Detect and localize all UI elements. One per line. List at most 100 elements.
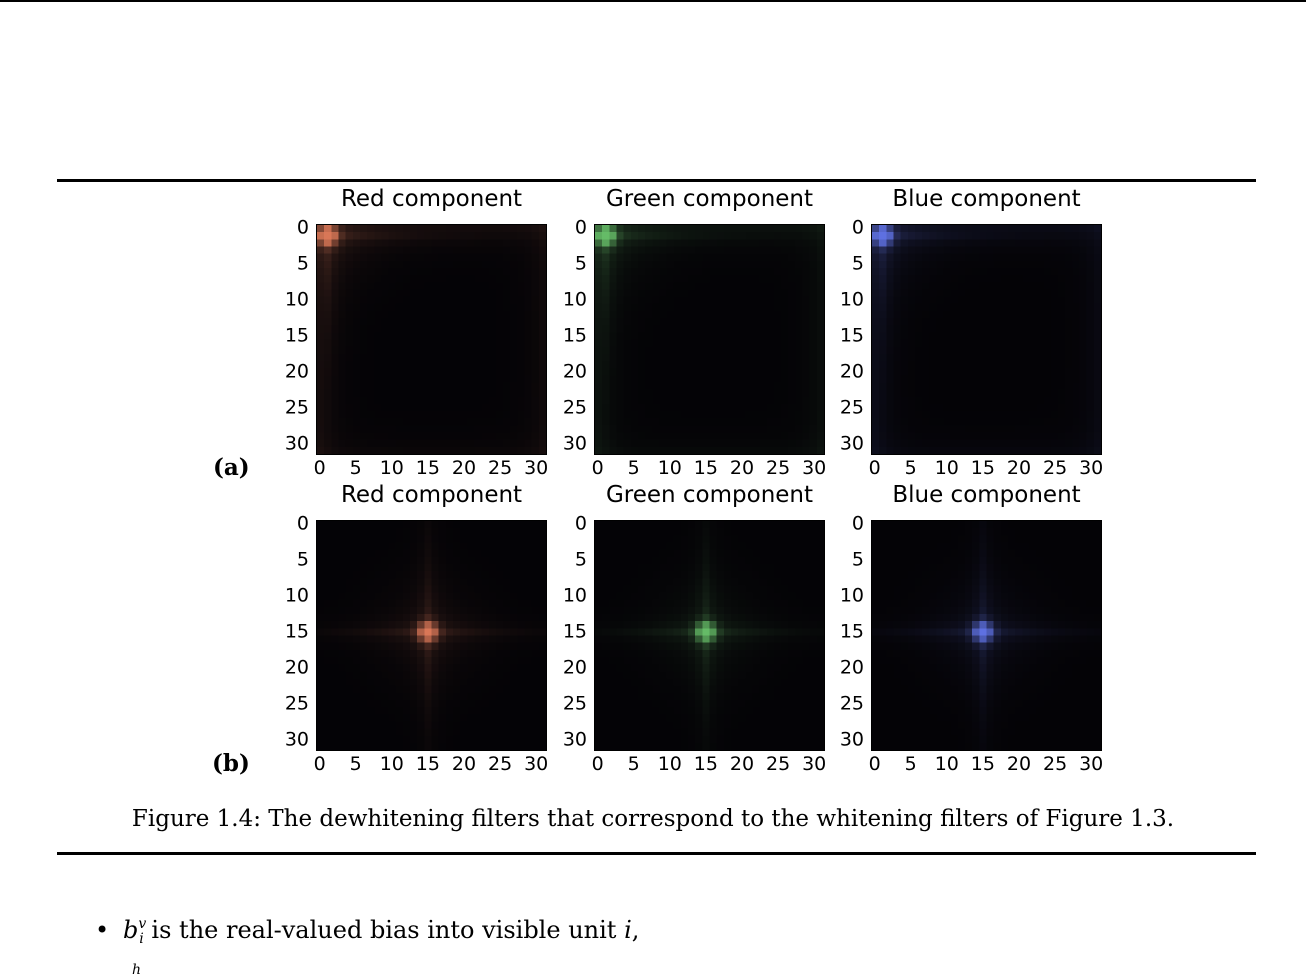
heatmap-cell [695,232,702,239]
heatmap-cell [496,304,503,311]
heatmap-cell [893,375,900,382]
heatmap-cell [616,440,623,447]
heatmap-cell [432,721,439,728]
heatmap-cell [453,736,460,743]
heatmap-cell [331,347,338,354]
heatmap-cell [972,289,979,296]
heatmap-cell [525,311,532,318]
heatmap-cell [396,411,403,418]
heatmap-cell [667,390,674,397]
heatmap-cell [432,232,439,239]
heatmap-cell [951,318,958,325]
heatmap-cell [338,521,345,528]
heatmap-cell [360,261,367,268]
heatmap-cell [795,693,802,700]
heatmap-cell [532,671,539,678]
heatmap-cell [467,433,474,440]
heatmap-cell [767,600,774,607]
heatmap-cell [958,304,965,311]
heatmap-cell [338,297,345,304]
heatmap-cell [616,254,623,261]
heatmap-cell [788,354,795,361]
heatmap-cell [595,418,602,425]
heatmap-cell [1094,318,1101,325]
heatmap-cell [353,447,360,454]
heatmap-cell [987,440,994,447]
heatmap-cell [717,433,724,440]
heatmap-cell [595,340,602,347]
heatmap-cell [915,282,922,289]
heatmap-cell [609,282,616,289]
heatmap-cell [817,275,824,282]
heatmap-cell [893,225,900,232]
heatmap-cell [652,600,659,607]
heatmap-cell [367,600,374,607]
heatmap-cell [702,550,709,557]
heatmap-cell [901,275,908,282]
heatmap-cell [987,447,994,454]
heatmap-cell [1094,268,1101,275]
heatmap-cell [389,607,396,614]
heatmap-cell [1080,404,1087,411]
heatmap-cell [702,535,709,542]
heatmap-cell [381,433,388,440]
heatmap-cell [439,600,446,607]
heatmap-cell [460,361,467,368]
heatmap-cell [1037,254,1044,261]
heatmap-cell [667,282,674,289]
y-tick-label: 30 [285,731,309,750]
heatmap-cell [539,636,546,643]
heatmap-cell [453,382,460,389]
heatmap-cell [510,607,517,614]
heatmap-cell [659,268,666,275]
heatmap-cell [774,671,781,678]
heatmap-cell [638,521,645,528]
heatmap-cell [432,404,439,411]
heatmap-cell [482,557,489,564]
heatmap-cell [979,397,986,404]
heatmap-cell [795,411,802,418]
heatmap-cell [381,447,388,454]
heatmap-cell [893,368,900,375]
heatmap-cell [631,340,638,347]
heatmap-cell [724,593,731,600]
heatmap-cell [659,593,666,600]
heatmap-cell [432,743,439,750]
heatmap-cell [631,261,638,268]
heatmap-cell [1008,347,1015,354]
heatmap-cell [539,650,546,657]
heatmap-cell [446,397,453,404]
heatmap-cell [795,550,802,557]
heatmap-cell [460,390,467,397]
x-tick-label: 5 [905,459,917,478]
heatmap-cell [467,375,474,382]
heatmap-cell [893,275,900,282]
heatmap-cell [774,650,781,657]
heatmap-cell [346,542,353,549]
heatmap-cell [702,621,709,628]
heatmap-cell [724,636,731,643]
heatmap-cell [503,440,510,447]
heatmap-cell [1065,225,1072,232]
heatmap-cell [467,318,474,325]
heatmap-cell [817,664,824,671]
heatmap-cell [403,600,410,607]
heatmap-cell [346,707,353,714]
heatmap-cell [1080,354,1087,361]
heatmap-cell [424,232,431,239]
heatmap-cell [353,743,360,750]
heatmap-cell [951,418,958,425]
heatmap-cell [346,447,353,454]
heatmap-cell [681,578,688,585]
heatmap-cell [396,564,403,571]
heatmap-cell [453,361,460,368]
heatmap-cell [760,246,767,253]
heatmap-cell [738,571,745,578]
heatmap-cell [602,347,609,354]
heatmap-cell [460,440,467,447]
heatmap-cell [987,425,994,432]
heatmap-cell [731,311,738,318]
x-tick-label: 25 [488,459,512,478]
heatmap-cell [659,621,666,628]
heatmap-cell [1087,390,1094,397]
